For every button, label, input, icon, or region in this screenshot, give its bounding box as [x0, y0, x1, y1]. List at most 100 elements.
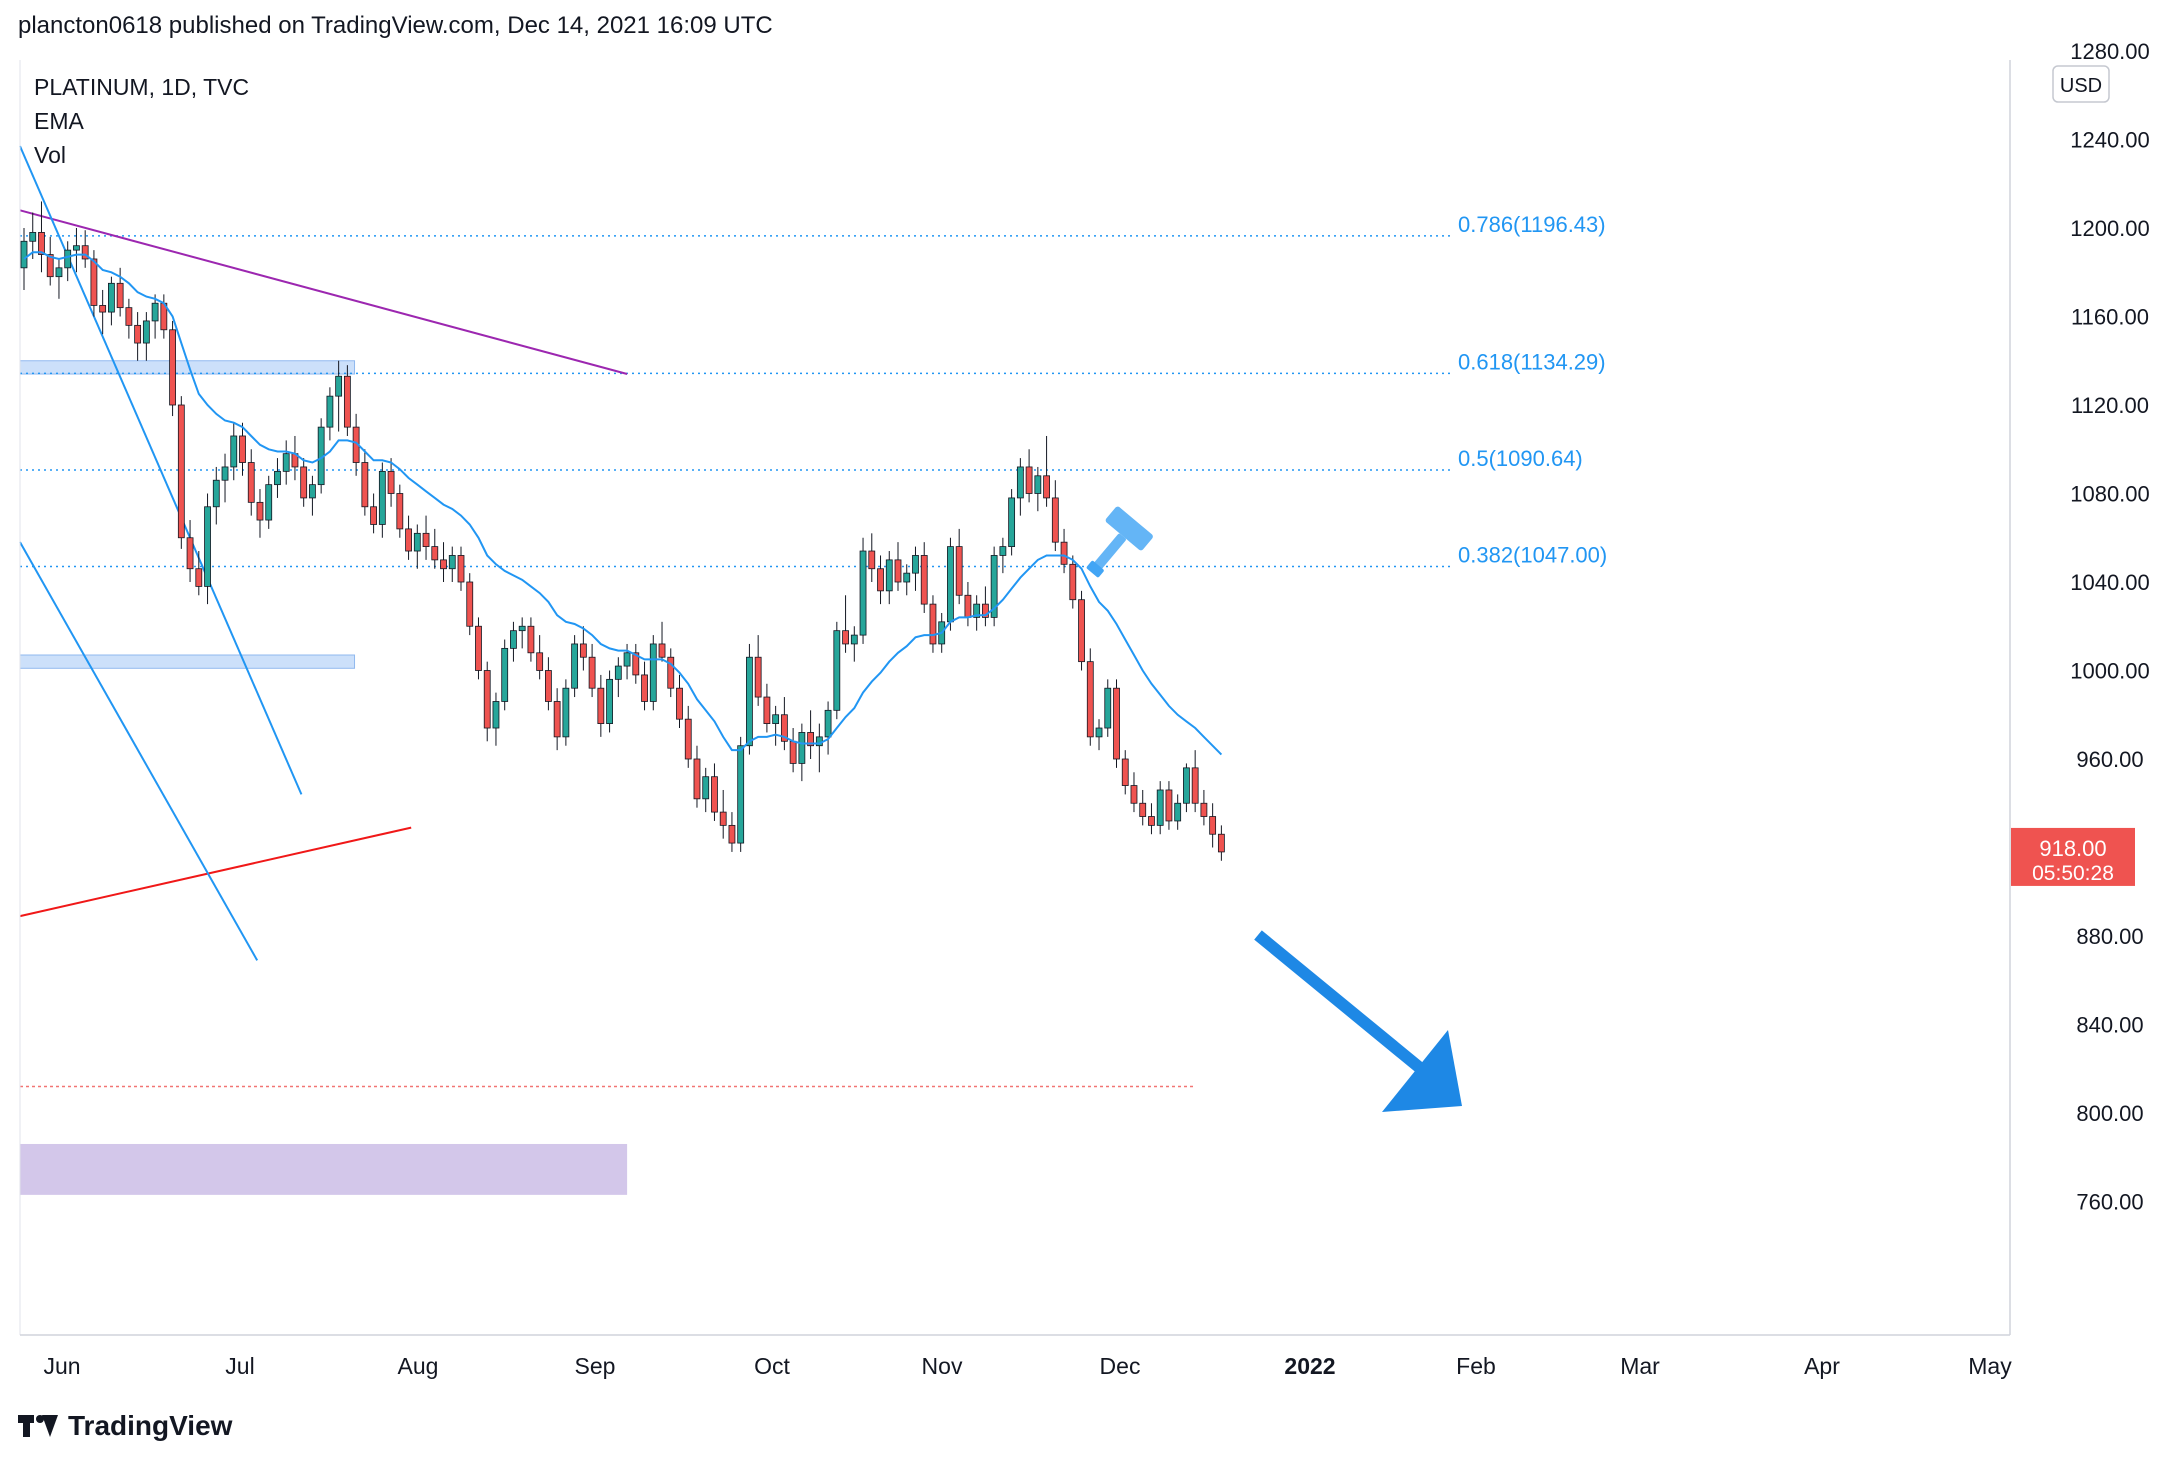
fib-label-0.5: 0.5(1090.64) — [1458, 446, 1583, 471]
candle — [1139, 802, 1147, 817]
y-tick-label: 1200.00 — [2070, 216, 2150, 241]
candle — [378, 470, 386, 525]
candle — [982, 603, 989, 618]
candle — [64, 249, 72, 269]
support-zone — [19, 654, 356, 669]
candle — [177, 404, 185, 539]
candle — [265, 484, 273, 521]
candle — [824, 709, 832, 738]
candle — [545, 670, 552, 702]
x-tick-label: Feb — [1456, 1353, 1496, 1379]
candle — [1148, 816, 1155, 826]
candle — [186, 537, 194, 570]
price-chart[interactable]: 0.786(1196.43) 0.618(1134.29) 0.5(1090.64)… — [0, 0, 2166, 1400]
y-tick-label: 960.00 — [2076, 747, 2143, 772]
candle — [789, 740, 797, 764]
candle — [877, 568, 884, 592]
candle — [763, 696, 771, 724]
candle — [885, 559, 893, 592]
candle — [108, 282, 115, 313]
bar-countdown: 05:50:28 — [2032, 862, 2114, 885]
candle — [1051, 497, 1059, 543]
x-tick-label: May — [1968, 1353, 2012, 1379]
y-tick-label: 1160.00 — [2071, 305, 2149, 330]
candle — [973, 603, 981, 618]
candle — [641, 674, 648, 702]
x-tick-label: Aug — [398, 1353, 439, 1379]
legend-ema[interactable]: EMA — [34, 108, 84, 134]
candle — [1113, 687, 1120, 760]
candle — [737, 745, 745, 844]
candle — [632, 652, 640, 676]
candle — [335, 375, 343, 397]
candle — [1200, 802, 1208, 817]
currency-button[interactable]: USD — [2052, 65, 2110, 103]
channel-lower-line — [19, 541, 259, 961]
y-tick-label: 880.00 — [2076, 924, 2143, 949]
candle — [1095, 727, 1103, 738]
candle — [90, 258, 98, 306]
candle — [947, 546, 954, 623]
tradingview-brand: TradingView — [68, 1410, 233, 1441]
legend-vol[interactable]: Vol — [34, 142, 66, 168]
candle — [466, 581, 474, 627]
candle — [475, 625, 482, 671]
y-tick-label: 760.00 — [2076, 1190, 2143, 1215]
candle — [920, 555, 928, 605]
last-price-value: 918.00 — [2039, 836, 2106, 861]
candle — [204, 506, 211, 587]
fib-label-0.786: 0.786(1196.43) — [1458, 212, 1606, 237]
candle — [483, 670, 491, 729]
legend-symbol[interactable]: PLATINUM, 1D, TVC — [34, 74, 250, 100]
x-tick-label: Apr — [1804, 1353, 1840, 1379]
y-axis: 1280.00 1240.00 1200.00 1160.00 1120.00 1080.… — [2011, 39, 2150, 1215]
publish-header: plancton0618 published on TradingView.co… — [18, 12, 773, 39]
candle — [212, 479, 220, 508]
candle — [693, 758, 701, 800]
y-tick-label: 1120.00 — [2071, 393, 2149, 418]
x-tick-label: Nov — [922, 1353, 963, 1379]
candle — [929, 603, 937, 645]
y-tick-label: 1240.00 — [2070, 128, 2150, 153]
candle — [728, 824, 736, 844]
down-arrow-icon — [1254, 930, 1462, 1112]
candle — [588, 656, 596, 689]
candle — [151, 302, 159, 322]
ema-line — [23, 251, 1223, 756]
candle — [38, 232, 45, 255]
x-tick-label: Dec — [1100, 1353, 1141, 1379]
candle — [990, 555, 998, 618]
purple-downtrend-line — [19, 209, 628, 375]
candle — [912, 555, 919, 574]
candle — [230, 435, 238, 468]
candle — [614, 665, 622, 680]
candle — [387, 470, 395, 494]
candle — [1034, 475, 1042, 494]
tradingview-logo-icon — [18, 1415, 58, 1437]
candle — [684, 718, 692, 760]
candle — [649, 643, 657, 702]
candle — [999, 546, 1007, 556]
candle — [780, 714, 788, 742]
candle — [868, 550, 876, 570]
candle — [1217, 833, 1225, 853]
candle — [282, 453, 290, 472]
candle — [247, 462, 255, 503]
footer[interactable]: TradingView — [18, 1410, 232, 1442]
candle — [719, 811, 727, 826]
candle — [431, 546, 439, 561]
candle — [772, 714, 780, 724]
candle — [510, 630, 517, 649]
candle — [457, 555, 465, 583]
candle — [606, 678, 613, 724]
candle — [903, 572, 911, 583]
candle — [440, 559, 447, 570]
candle — [1209, 816, 1217, 835]
candle — [1121, 758, 1129, 786]
candle — [842, 630, 849, 645]
candle — [309, 484, 316, 499]
candle — [422, 532, 430, 548]
y-tick-label: 1280.00 — [2070, 39, 2150, 64]
candle — [1025, 466, 1033, 494]
candle — [46, 254, 54, 278]
